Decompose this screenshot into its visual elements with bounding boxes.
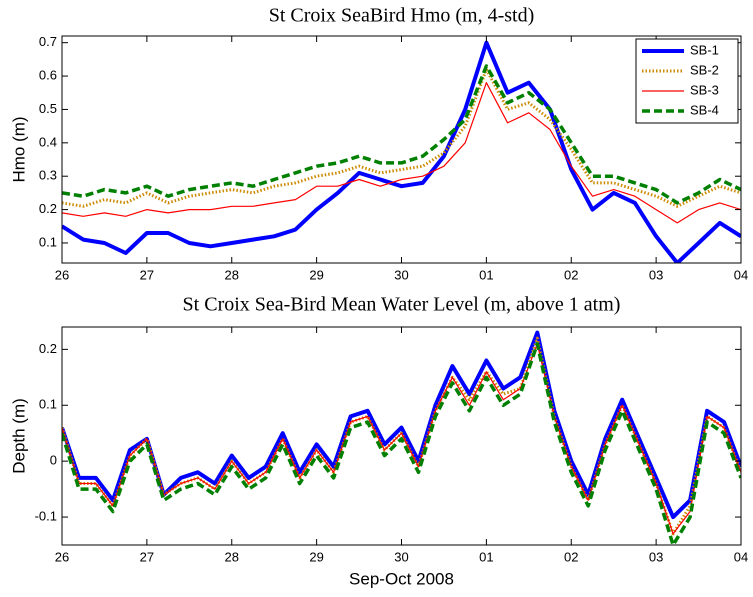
y-tick-label: -0.1 — [35, 508, 57, 523]
x-axis-label: Sep-Oct 2008 — [349, 569, 454, 588]
y-axis-label: Hmo (m) — [9, 116, 28, 182]
x-tick-label: 28 — [225, 549, 239, 564]
y-axis-label: Depth (m) — [9, 398, 28, 474]
x-tick-label: 02 — [564, 267, 578, 282]
legend-label: SB-3 — [690, 82, 719, 97]
x-tick-label: 30 — [394, 267, 408, 282]
series-line — [62, 82, 741, 224]
x-tick-label: 30 — [394, 549, 408, 564]
x-tick-label: 03 — [649, 267, 663, 282]
x-tick-label: 26 — [55, 267, 69, 282]
plot-area — [62, 36, 741, 263]
series-line — [62, 40, 741, 263]
x-tick-label: 03 — [649, 549, 663, 564]
series-line — [62, 330, 741, 520]
y-tick-label: 0.3 — [39, 168, 57, 183]
chart-title: St Croix SeaBird Hmo (m, 4-std) — [269, 5, 535, 27]
x-tick-label: 29 — [309, 267, 323, 282]
y-tick-label: 0.2 — [39, 201, 57, 216]
x-tick-label: 01 — [479, 267, 493, 282]
x-tick-label: 27 — [140, 267, 154, 282]
y-tick-label: 0.7 — [39, 34, 57, 49]
plot-area — [62, 327, 741, 545]
series-line — [62, 343, 741, 535]
legend-label: SB-1 — [690, 42, 719, 57]
y-tick-label: 0.2 — [39, 341, 57, 356]
x-tick-label: 27 — [140, 549, 154, 564]
y-tick-label: 0.5 — [39, 101, 57, 116]
x-tick-label: 04 — [734, 549, 748, 564]
x-tick-label: 02 — [564, 549, 578, 564]
x-tick-label: 29 — [309, 549, 323, 564]
y-tick-label: 0.6 — [39, 67, 57, 82]
series-line — [62, 67, 741, 208]
legend-label: SB-2 — [690, 62, 719, 77]
series-line — [62, 342, 741, 545]
y-tick-label: 0 — [50, 453, 57, 468]
chart-title: St Croix Sea-Bird Mean Water Level (m, a… — [183, 294, 621, 316]
legend-label: SB-4 — [690, 102, 719, 117]
y-tick-label: 0.1 — [39, 397, 57, 412]
x-tick-label: 26 — [55, 549, 69, 564]
x-tick-label: 01 — [479, 549, 493, 564]
y-tick-label: 0.1 — [39, 234, 57, 249]
x-tick-label: 04 — [734, 267, 748, 282]
x-tick-label: 28 — [225, 267, 239, 282]
series-line — [62, 64, 741, 205]
y-tick-label: 0.4 — [39, 134, 57, 149]
